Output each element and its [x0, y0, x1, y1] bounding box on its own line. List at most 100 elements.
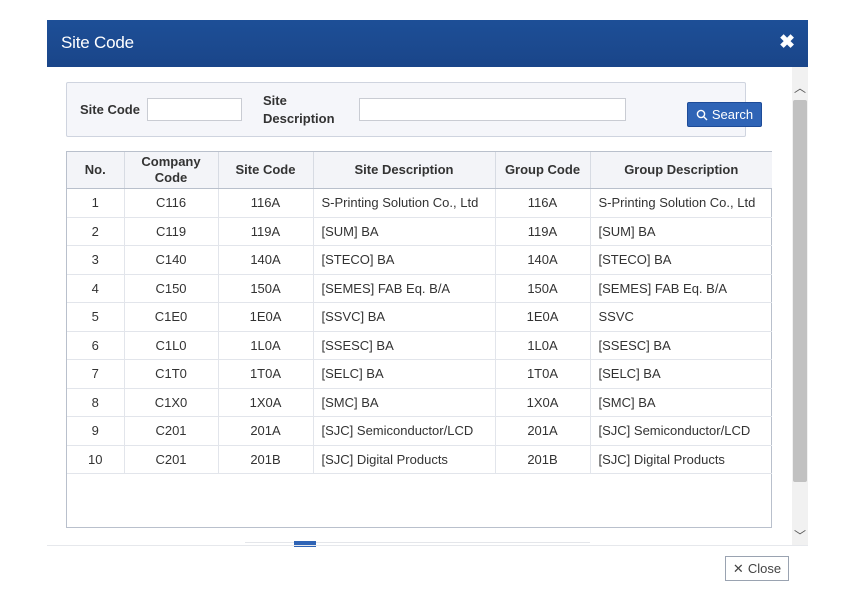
header-site-description[interactable]: Site Description [313, 152, 496, 189]
cell-group-code: 1L0A [495, 331, 591, 360]
cell-site-description: [SUM] BA [313, 217, 496, 246]
scroll-thumb[interactable] [793, 100, 807, 482]
cell-no: 1 [67, 188, 125, 218]
cell-company-code: C1L0 [124, 331, 219, 360]
table-row[interactable]: 6 C1L0 1L0A [SSESC] BA 1L0A [SSESC] BA [67, 331, 772, 360]
cell-site-code: 1E0A [218, 302, 314, 332]
header-no[interactable]: No. [67, 152, 125, 189]
site-description-label-line2: Description [263, 111, 335, 126]
cell-group-code: 119A [495, 217, 591, 246]
cell-site-code: 1X0A [218, 388, 314, 417]
cell-group-code: 201A [495, 416, 591, 446]
cell-group-description: S-Printing Solution Co., Ltd [590, 188, 772, 218]
page-indicator-active[interactable] [294, 541, 316, 547]
cell-site-code: 119A [218, 217, 314, 246]
dialog-body: Site Code Site Description Search N [47, 67, 808, 545]
dialog-title: Site Code [61, 33, 134, 52]
dialog-titlebar: Site Code ✖ [47, 20, 808, 67]
cell-group-code: 1X0A [495, 388, 591, 417]
cell-group-code: 1E0A [495, 302, 591, 332]
cell-company-code: C1X0 [124, 388, 219, 417]
cell-no: 9 [67, 416, 125, 446]
search-button[interactable]: Search [687, 102, 762, 127]
search-button-label: Search [711, 107, 754, 122]
scroll-up-icon[interactable]: ︿ [793, 81, 806, 95]
cell-no: 4 [67, 274, 125, 303]
cell-company-code: C150 [124, 274, 219, 303]
cell-company-code: C119 [124, 217, 219, 246]
cell-site-code: 1T0A [218, 359, 314, 389]
cell-site-code: 1L0A [218, 331, 314, 360]
cell-group-description: [SUM] BA [590, 217, 772, 246]
cell-no: 8 [67, 388, 125, 417]
table-row[interactable]: 8 C1X0 1X0A [SMC] BA 1X0A [SMC] BA [67, 388, 772, 417]
table-row[interactable]: 5 C1E0 1E0A [SSVC] BA 1E0A SSVC [67, 302, 772, 332]
cell-company-code: C1T0 [124, 359, 219, 389]
cell-group-description: [SSESC] BA [590, 331, 772, 360]
table-row[interactable]: 9 C201 201A [SJC] Semiconductor/LCD 201A [SJC… [67, 416, 772, 446]
pagination [245, 541, 590, 548]
cell-site-description: [SMC] BA [313, 388, 496, 417]
close-button[interactable]: ✕ Close [725, 556, 789, 581]
header-company-code-line2: Code [154, 170, 188, 185]
footer-divider [47, 545, 808, 546]
table-header-row: No. Company Code Site Code Site Descript… [67, 152, 772, 189]
table-row[interactable]: 4 C150 150A [SEMES] FAB Eq. B/A 150A [SEMES] … [67, 274, 772, 303]
table-row[interactable]: 7 C1T0 1T0A [SELC] BA 1T0A [SELC] BA [67, 359, 772, 389]
table-row[interactable]: 10 C201 201B [SJC] Digital Products 201B [SJC… [67, 445, 772, 474]
cell-group-code: 140A [495, 245, 591, 275]
close-icon: ✕ [732, 560, 744, 576]
header-company-code-line1: Company [141, 154, 201, 169]
cell-site-code: 116A [218, 188, 314, 218]
cell-company-code: C201 [124, 445, 219, 474]
cell-site-code: 140A [218, 245, 314, 275]
cell-group-description: [SJC] Digital Products [590, 445, 772, 474]
cell-site-description: [SEMES] FAB Eq. B/A [313, 274, 496, 303]
table-row[interactable]: 2 C119 119A [SUM] BA 119A [SUM] BA [67, 217, 772, 246]
cell-site-code: 150A [218, 274, 314, 303]
cell-no: 6 [67, 331, 125, 360]
cell-group-code: 201B [495, 445, 591, 474]
cell-site-description: S-Printing Solution Co., Ltd [313, 188, 496, 218]
cell-group-description: [SMC] BA [590, 388, 772, 417]
cell-group-description: [SJC] Semiconductor/LCD [590, 416, 772, 446]
cell-group-code: 1T0A [495, 359, 591, 389]
cell-no: 5 [67, 302, 125, 332]
site-code-table: No. Company Code Site Code Site Descript… [67, 152, 772, 474]
cell-site-code: 201B [218, 445, 314, 474]
site-description-input[interactable] [359, 98, 626, 121]
table-row[interactable]: 3 C140 140A [STECO] BA 140A [STECO] BA [67, 245, 772, 275]
cell-site-description: [SSESC] BA [313, 331, 496, 360]
cell-group-description: SSVC [590, 302, 772, 332]
cell-company-code: C140 [124, 245, 219, 275]
cell-site-description: [STECO] BA [313, 245, 496, 275]
header-site-code[interactable]: Site Code [218, 152, 314, 189]
site-code-input[interactable] [147, 98, 242, 121]
header-group-description[interactable]: Group Description [590, 152, 772, 189]
cell-site-description: [SJC] Semiconductor/LCD [313, 416, 496, 446]
site-code-grid: No. Company Code Site Code Site Descript… [66, 151, 772, 528]
table-row[interactable]: 1 C116 116A S-Printing Solution Co., Ltd 116… [67, 188, 772, 218]
cell-site-description: [SJC] Digital Products [313, 445, 496, 474]
close-button-label: Close [747, 561, 782, 576]
cell-group-code: 116A [495, 188, 591, 218]
site-code-dialog: Site Code ✖ Site Code Site Description S… [47, 20, 808, 600]
cell-no: 2 [67, 217, 125, 246]
cell-site-code: 201A [218, 416, 314, 446]
close-icon[interactable]: ✖ [779, 32, 795, 53]
cell-site-description: [SSVC] BA [313, 302, 496, 332]
cell-no: 10 [67, 445, 125, 474]
search-panel: Site Code Site Description Search [66, 82, 762, 137]
cell-group-description: [SELC] BA [590, 359, 772, 389]
header-company-code[interactable]: Company Code [124, 152, 219, 189]
cell-group-code: 150A [495, 274, 591, 303]
site-code-label: Site Code [80, 102, 140, 117]
scroll-down-icon[interactable]: ﹀ [793, 529, 806, 543]
vertical-scrollbar[interactable]: ︿ ﹀ [792, 67, 808, 545]
cell-company-code: C116 [124, 188, 219, 218]
table-body: 1 C116 116A S-Printing Solution Co., Ltd 116… [67, 188, 772, 474]
cell-site-description: [SELC] BA [313, 359, 496, 389]
cell-company-code: C201 [124, 416, 219, 446]
header-group-code[interactable]: Group Code [495, 152, 591, 189]
cell-no: 7 [67, 359, 125, 389]
